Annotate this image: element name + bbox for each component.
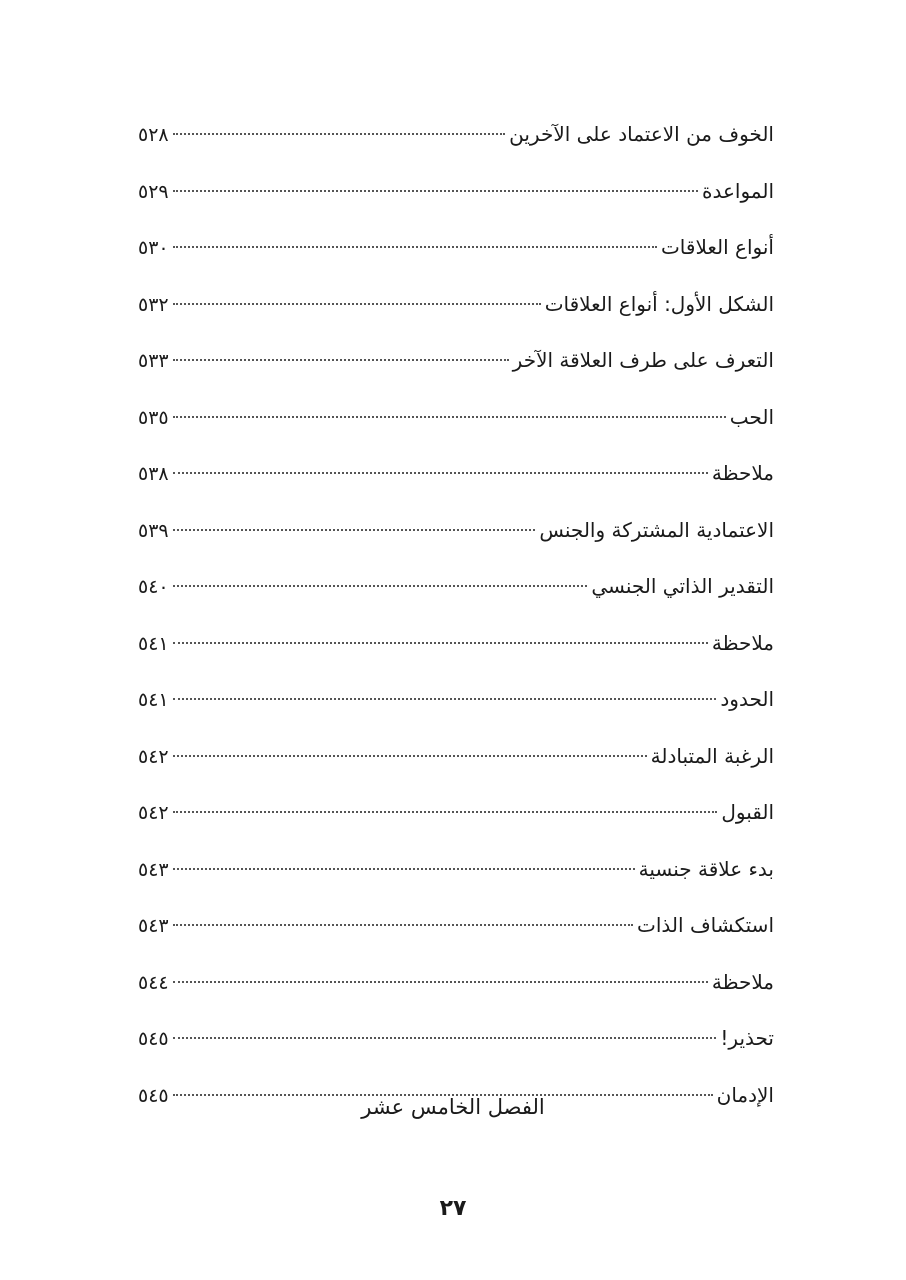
toc-entry: الاعتمادية المشتركة والجنس ٥٣٩ <box>138 508 774 565</box>
toc-entry-page: ٥٣٥ <box>138 406 169 429</box>
chapter-heading: الفصل الخامس عشر <box>361 1095 545 1119</box>
toc-entry-page: ٥٤٢ <box>138 802 169 824</box>
toc-entry-title: المواعدة <box>701 178 774 203</box>
dot-leader <box>172 1093 713 1096</box>
toc-entry-page: ٥٣٨ <box>138 463 169 485</box>
toc-entry: الشكل الأول: أنواع العلاقات ٥٣٢ <box>138 282 774 339</box>
toc-entry-title: الحدود <box>720 687 774 711</box>
toc-entry-title: بدء علاقة جنسية <box>638 856 774 881</box>
toc-entry-title: الحب <box>729 404 774 429</box>
dot-leader <box>172 189 698 192</box>
toc-entry-title: ملاحظة <box>711 630 774 655</box>
toc-entry: الإدمان ٥٤٥ <box>138 1073 774 1130</box>
toc-entry-page: ٥٣٣ <box>138 350 169 372</box>
dot-leader <box>172 754 647 757</box>
dot-leader <box>172 528 536 531</box>
dot-leader <box>172 302 541 305</box>
dot-leader <box>172 133 506 135</box>
toc-entry: المواعدة ٥٢٩ <box>138 169 774 226</box>
toc-entry-title: استكشاف الذات <box>637 913 774 937</box>
toc-entry: تحذير! ٥٤٥ <box>138 1016 774 1073</box>
toc-entry-title: القبول <box>721 800 774 824</box>
dot-leader <box>172 867 635 870</box>
toc-entry-page: ٥٣٩ <box>138 519 169 542</box>
toc-entry-page: ٥٢٨ <box>138 124 169 146</box>
page-number: ٢٧ <box>439 1196 467 1221</box>
toc-entry: التعرف على طرف العلاقة الآخر ٥٣٣ <box>138 338 774 395</box>
dot-leader <box>172 585 588 587</box>
toc-entry-page: ٥٣٢ <box>138 293 169 316</box>
toc-entry-title: التقدير الذاتي الجنسي <box>591 574 774 598</box>
dot-leader <box>172 1037 717 1039</box>
toc-entry-page: ٥٤٠ <box>138 576 169 598</box>
toc-entry-page: ٥٤٢ <box>138 745 169 768</box>
dot-leader <box>172 641 708 644</box>
toc-entry-title: الشكل الأول: أنواع العلاقات <box>544 291 774 316</box>
dot-leader <box>172 246 657 248</box>
toc-entry: ملاحظة ٥٤١ <box>138 621 774 678</box>
toc-entry-title: أنواع العلاقات <box>660 235 774 259</box>
dot-leader <box>172 924 634 926</box>
table-of-contents: الخوف من الاعتماد على الآخرين ٥٢٨ المواعدة… <box>138 112 774 1129</box>
toc-entry-page: ٥٣٠ <box>138 237 169 259</box>
toc-entry: القبول ٥٤٢ <box>138 790 774 847</box>
toc-entry: بدء علاقة جنسية ٥٤٣ <box>138 847 774 904</box>
toc-entry: الحدود ٥٤١ <box>138 677 774 734</box>
toc-entry-title: الرغبة المتبادلة <box>650 743 774 768</box>
toc-entry-page: ٥٢٩ <box>138 180 169 203</box>
toc-entry: التقدير الذاتي الجنسي ٥٤٠ <box>138 564 774 621</box>
toc-entry-title: تحذير! <box>720 1026 774 1050</box>
toc-entry-page: ٥٤٣ <box>138 915 169 937</box>
toc-entry-page: ٥٤٥ <box>138 1084 169 1107</box>
toc-entry: ملاحظة ٥٤٤ <box>138 960 774 1017</box>
toc-entry-page: ٥٤١ <box>138 632 169 655</box>
dot-leader <box>172 472 708 474</box>
toc-entry: استكشاف الذات ٥٤٣ <box>138 903 774 960</box>
toc-entry-title: ملاحظة <box>711 461 774 485</box>
toc-entry-title: الخوف من الاعتماد على الآخرين <box>509 122 774 146</box>
toc-entry-page: ٥٤٤ <box>138 971 169 994</box>
dot-leader <box>172 359 509 361</box>
toc-entry-title: التعرف على طرف العلاقة الآخر <box>512 348 774 372</box>
toc-entry: ملاحظة ٥٣٨ <box>138 451 774 508</box>
toc-entry-title: الاعتمادية المشتركة والجنس <box>539 517 774 542</box>
dot-leader <box>172 698 717 700</box>
toc-entry-page: ٥٤٥ <box>138 1028 169 1050</box>
toc-entry: الرغبة المتبادلة ٥٤٢ <box>138 734 774 791</box>
toc-entry-title: ملاحظة <box>711 969 774 994</box>
dot-leader <box>172 415 726 418</box>
toc-entry-title: الإدمان <box>716 1082 774 1107</box>
toc-entry: الحب ٥٣٥ <box>138 395 774 452</box>
dot-leader <box>172 980 708 983</box>
toc-entry: الخوف من الاعتماد على الآخرين ٥٢٨ <box>138 112 774 169</box>
toc-entry-page: ٥٤٣ <box>138 858 169 881</box>
toc-entry: أنواع العلاقات ٥٣٠ <box>138 225 774 282</box>
toc-entry-page: ٥٤١ <box>138 689 169 711</box>
dot-leader <box>172 811 718 813</box>
